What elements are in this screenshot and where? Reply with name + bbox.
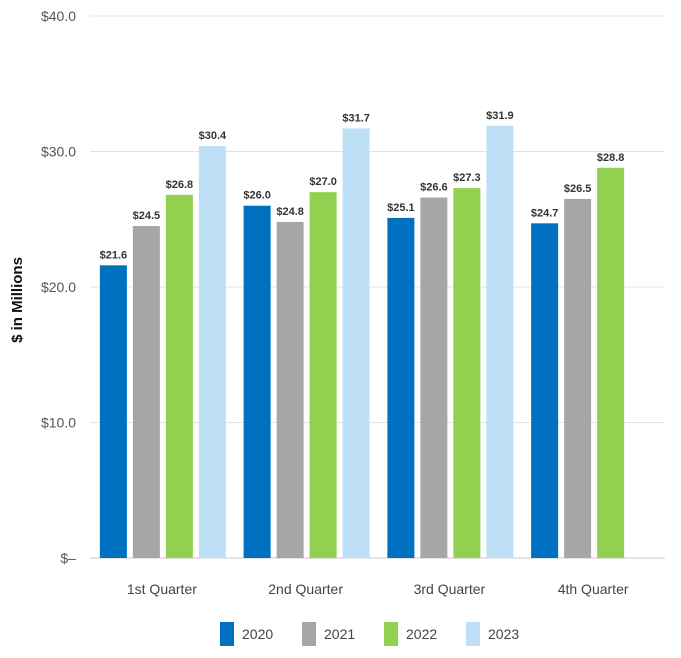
- data-label: $24.8: [276, 206, 304, 218]
- data-label: $30.4: [199, 130, 227, 142]
- y-tick-label: $–: [60, 550, 76, 566]
- bar-2021-0: [132, 226, 160, 558]
- data-label: $24.7: [531, 207, 559, 219]
- data-labels: $21.6 $24.5 $26.8 $30.4 $26.0 $24.8 $27.0 $31.7…: [100, 110, 625, 262]
- legend: 2020 2021 2022 2023: [220, 622, 519, 646]
- data-label: $26.0: [243, 190, 271, 202]
- bar-2021-2: [420, 197, 448, 558]
- category-labels: 1st Quarter 2nd Quarter 3rd Quarter 4th Qua…: [127, 581, 629, 597]
- legend-label: 2022: [406, 626, 437, 642]
- bar-2022-3: [597, 167, 625, 558]
- data-label: $24.5: [133, 210, 161, 222]
- data-label: $25.1: [387, 202, 415, 214]
- bar-2020-2: [387, 217, 415, 558]
- legend-label: 2021: [324, 626, 355, 642]
- bar-2020-0: [99, 265, 127, 558]
- legend-swatch-2023: [466, 622, 480, 646]
- data-label: $31.9: [486, 110, 514, 122]
- bar-2023-0: [198, 146, 226, 558]
- bar-2022-2: [453, 188, 481, 558]
- data-label: $28.8: [597, 152, 625, 164]
- bar-2023-2: [486, 125, 514, 558]
- category-label: 4th Quarter: [558, 581, 629, 597]
- bar-2021-1: [276, 221, 304, 558]
- legend-label: 2023: [488, 626, 519, 642]
- legend-swatch-2021: [302, 622, 316, 646]
- y-tick-label: $30.0: [41, 144, 76, 160]
- legend-label: 2020: [242, 626, 273, 642]
- data-label: $27.0: [309, 176, 337, 188]
- bar-2022-1: [309, 192, 337, 558]
- data-label: $27.3: [453, 172, 481, 184]
- bar-2021-3: [564, 198, 592, 559]
- category-label: 3rd Quarter: [414, 581, 486, 597]
- bar-2020-3: [531, 223, 559, 558]
- bar-2022-0: [165, 194, 193, 559]
- y-tick-label: $20.0: [41, 279, 76, 295]
- bars: [99, 125, 625, 559]
- bar-2023-1: [342, 128, 370, 558]
- data-label: $31.7: [342, 112, 370, 124]
- category-label: 2nd Quarter: [268, 581, 343, 597]
- data-label: $26.6: [420, 182, 448, 194]
- category-label: 1st Quarter: [127, 581, 197, 597]
- y-axis-label: $ in Millions: [9, 257, 26, 343]
- y-tick-label: $40.0: [41, 8, 76, 24]
- data-label: $26.8: [166, 179, 194, 191]
- data-label: $21.6: [100, 249, 128, 261]
- data-label: $26.5: [564, 183, 592, 195]
- y-tick-labels: $– $10.0 $20.0 $30.0 $40.0: [41, 8, 76, 566]
- y-tick-label: $10.0: [41, 415, 76, 431]
- legend-swatch-2020: [220, 622, 234, 646]
- bar-2020-1: [243, 205, 271, 558]
- legend-swatch-2022: [384, 622, 398, 646]
